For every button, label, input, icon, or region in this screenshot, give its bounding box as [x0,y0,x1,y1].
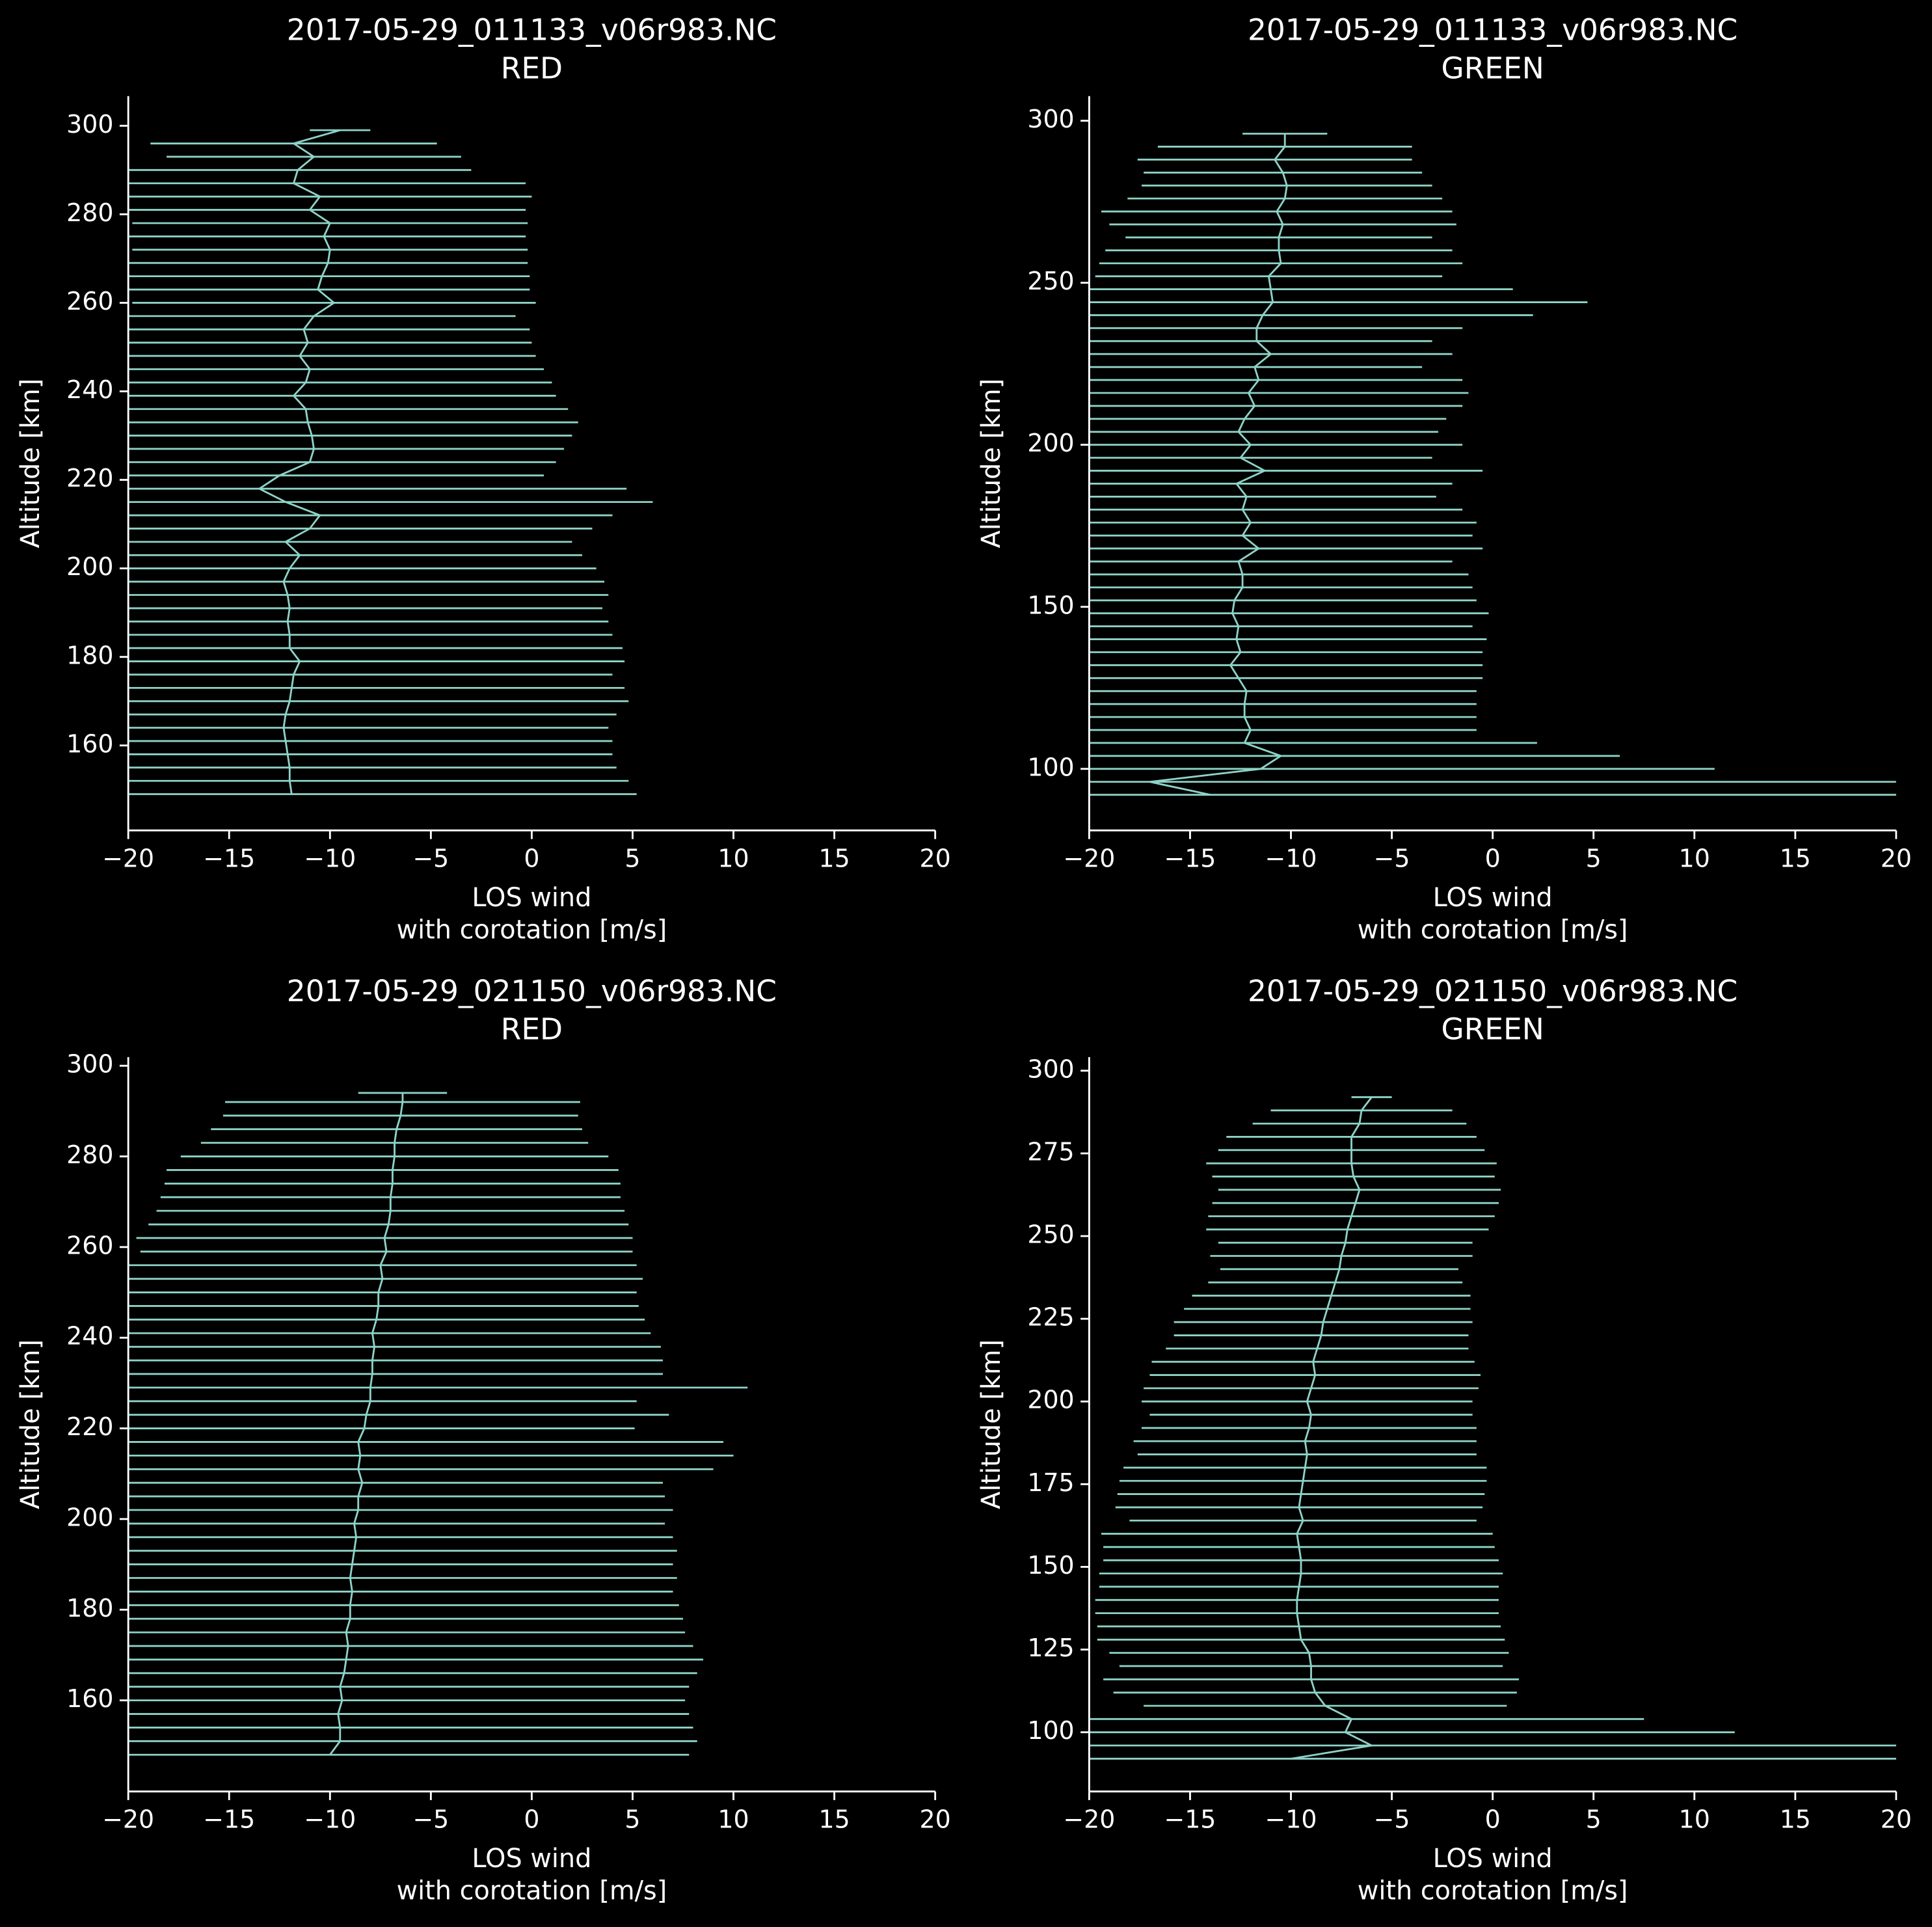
y-tick-label: 150 [1027,591,1074,619]
x-tick-label: 20 [920,844,951,872]
plot-area [128,129,653,796]
y-tick-label: 225 [1027,1303,1074,1332]
y-axis-label: Altitude [km] [976,1340,1006,1509]
x-tick-label: 10 [718,1805,749,1834]
y-tick-label: 125 [1027,1634,1074,1662]
y-tick-label: 175 [1027,1468,1074,1497]
chart-title: 2017-05-29_011133_v06r983.NC [287,13,777,47]
y-tick-label: 250 [1027,267,1074,295]
x-tick-label: −15 [203,844,255,872]
y-tick-label: 180 [66,1594,113,1623]
y-tick-label: 200 [1027,1386,1074,1414]
x-tick-label: −10 [304,1805,356,1834]
x-tick-label: 0 [524,1805,539,1834]
x-axis-label: with corotation [m/s] [1358,1876,1628,1906]
wind-line [1149,133,1288,796]
chart-subtitle: RED [501,1012,563,1047]
x-tick-label: −10 [1265,1805,1317,1834]
wind-line [257,129,341,794]
y-tick-label: 160 [66,729,113,758]
y-tick-label: 250 [1027,1220,1074,1249]
y-tick-label: 220 [66,464,113,492]
chart-title: 2017-05-29_011133_v06r983.NC [1248,13,1737,47]
x-tick-label: 0 [524,844,539,872]
y-tick-label: 100 [1027,1716,1074,1745]
wind-line [1291,1096,1375,1760]
y-axis-label: Altitude [km] [976,379,1006,548]
y-tick-label: 300 [66,110,113,139]
x-tick-label: 10 [1679,1805,1710,1834]
x-axis-label: with corotation [m/s] [397,915,667,945]
x-tick-label: −5 [412,844,449,872]
y-tick-label: 300 [1027,105,1074,133]
x-axis-label: with corotation [m/s] [397,1876,667,1906]
x-tick-label: 10 [1679,844,1710,872]
x-tick-label: −5 [412,1805,449,1834]
y-tick-label: 150 [1027,1551,1074,1580]
chart-subtitle: GREEN [1442,1012,1544,1047]
x-tick-label: −15 [1164,1805,1216,1834]
y-tick-label: 260 [66,287,113,316]
y-tick-label: 160 [66,1684,113,1713]
plot-area [128,1092,748,1756]
y-tick-label: 240 [66,1322,113,1351]
x-axis-label: LOS wind [472,1844,591,1874]
x-tick-label: 0 [1485,1805,1501,1834]
chart-title: 2017-05-29_021150_v06r983.NC [1248,974,1737,1008]
y-tick-label: 280 [66,198,113,227]
x-tick-label: 20 [1881,1805,1912,1834]
x-tick-label: −15 [1164,844,1216,872]
x-axis-label: LOS wind [1433,1844,1553,1874]
chart-subtitle: RED [501,51,563,85]
x-axis-label: with corotation [m/s] [1358,915,1628,945]
y-tick-label: 280 [66,1140,113,1169]
x-tick-label: −5 [1374,844,1410,872]
y-tick-label: 220 [66,1412,113,1441]
x-axis-label: LOS wind [472,883,591,913]
x-tick-label: 0 [1485,844,1501,872]
x-tick-label: 15 [1780,844,1811,872]
x-axis-label: LOS wind [1433,883,1553,913]
x-tick-label: 5 [1586,844,1602,872]
x-tick-label: −20 [102,844,154,872]
y-tick-label: 275 [1027,1137,1074,1166]
y-tick-label: 260 [66,1231,113,1260]
y-tick-label: 200 [66,552,113,581]
x-tick-label: 15 [1780,1805,1811,1834]
x-tick-label: −15 [203,1805,255,1834]
x-tick-label: −20 [1063,844,1115,872]
y-tick-label: 180 [66,641,113,669]
y-axis-label: Altitude [km] [16,379,46,548]
chart-subtitle: GREEN [1442,51,1544,85]
y-tick-label: 200 [66,1503,113,1531]
y-axis-label: Altitude [km] [16,1340,46,1509]
x-tick-label: −10 [304,844,356,872]
x-tick-label: 20 [1881,844,1912,872]
x-tick-label: 15 [818,844,850,872]
x-tick-label: 5 [624,1805,640,1834]
chart-title: 2017-05-29_021150_v06r983.NC [287,974,777,1008]
y-tick-label: 240 [66,375,113,404]
x-tick-label: 10 [718,844,749,872]
x-tick-label: 5 [624,844,640,872]
y-tick-label: 300 [66,1050,113,1079]
plot-area [1089,1096,1896,1760]
y-tick-label: 200 [1027,429,1074,457]
y-tick-label: 300 [1027,1055,1074,1083]
x-tick-label: 15 [818,1805,850,1834]
x-tick-label: 20 [920,1805,951,1834]
x-tick-label: −20 [102,1805,154,1834]
x-tick-label: −20 [1063,1805,1115,1834]
y-tick-label: 100 [1027,753,1074,781]
wind-line [329,1092,404,1756]
x-tick-label: 5 [1586,1805,1602,1834]
x-tick-label: −5 [1374,1805,1410,1834]
x-tick-label: −10 [1265,844,1317,872]
